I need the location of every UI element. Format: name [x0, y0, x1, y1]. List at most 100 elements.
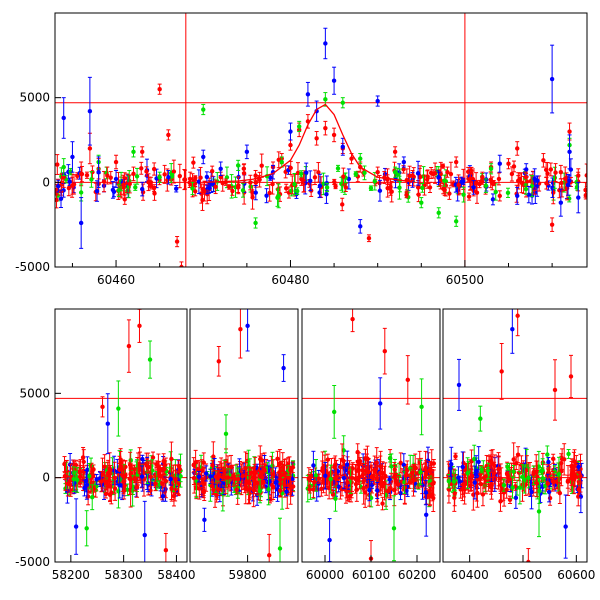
data-point	[357, 474, 362, 480]
data-point	[90, 169, 95, 175]
data-point	[288, 129, 293, 134]
data-point	[270, 181, 275, 187]
x-tick-label: 60500	[446, 273, 484, 287]
data-point	[461, 179, 466, 184]
data-point	[427, 185, 433, 190]
data-point	[199, 191, 204, 196]
data-point	[122, 197, 127, 202]
data-point	[73, 462, 79, 468]
data-point	[576, 195, 581, 200]
data-point	[140, 456, 145, 462]
data-point	[548, 167, 554, 172]
data-point	[191, 475, 197, 481]
data-point	[248, 180, 253, 185]
data-point	[121, 479, 126, 484]
data-point	[161, 458, 166, 464]
data-point	[160, 493, 166, 499]
data-point	[295, 188, 300, 194]
data-point	[153, 481, 158, 486]
data-point	[558, 169, 564, 175]
data-point	[474, 190, 480, 195]
data-point	[532, 176, 537, 182]
data-point	[401, 462, 407, 468]
data-point	[109, 490, 114, 495]
data-point	[323, 473, 328, 478]
data-point	[453, 159, 459, 165]
data-point	[199, 468, 205, 473]
data-point	[404, 192, 409, 198]
data-point	[160, 481, 165, 487]
data-point	[453, 219, 459, 224]
data-point	[292, 181, 297, 187]
data-point	[328, 476, 333, 482]
data-point	[389, 464, 394, 469]
data-point	[349, 156, 354, 161]
data-point	[333, 475, 338, 481]
data-point	[110, 187, 116, 193]
data-point	[196, 474, 202, 479]
data-point	[325, 457, 331, 462]
data-point	[393, 479, 399, 484]
plot-frame	[301, 308, 441, 563]
data-point	[375, 98, 380, 104]
data-point	[358, 156, 363, 161]
data-point	[364, 456, 370, 462]
data-point	[71, 476, 76, 482]
data-point	[96, 169, 101, 175]
data-point	[260, 475, 265, 480]
data-point	[231, 473, 236, 478]
data-point	[166, 132, 171, 138]
data-point	[509, 171, 515, 177]
data-point	[230, 188, 235, 194]
data-point	[70, 183, 75, 188]
data-point	[87, 473, 92, 479]
data-point	[196, 179, 202, 184]
data-point	[169, 456, 174, 462]
data-point	[343, 185, 349, 190]
x-tick-label: 58300	[105, 568, 143, 582]
data-point	[227, 184, 232, 190]
data-point	[213, 184, 218, 190]
data-point	[169, 486, 174, 491]
data-point	[333, 184, 338, 189]
data-point	[430, 481, 435, 487]
data-point	[131, 171, 136, 177]
data-point	[323, 97, 328, 102]
data-point	[403, 473, 409, 478]
data-point	[488, 166, 494, 171]
data-point	[259, 458, 265, 463]
data-point	[576, 173, 581, 178]
data-point	[277, 470, 282, 475]
data-point	[515, 193, 520, 199]
plot-segment	[55, 309, 187, 562]
data-point	[347, 470, 352, 475]
data-point	[436, 210, 441, 216]
data-point	[150, 455, 156, 460]
data-point	[551, 190, 556, 195]
data-point	[288, 142, 293, 148]
data-point	[278, 477, 283, 482]
data-point	[350, 316, 355, 322]
data-point	[157, 175, 162, 180]
data-point	[112, 475, 117, 480]
data-point	[73, 524, 79, 529]
data-point	[276, 193, 281, 199]
data-point	[130, 488, 135, 493]
data-point	[259, 163, 264, 168]
data-point	[308, 178, 313, 183]
data-point	[288, 165, 293, 171]
data-point	[312, 175, 318, 180]
data-point	[309, 473, 314, 478]
data-point	[480, 175, 485, 180]
top-panel: -5000 0 5000 60460 60480 60500	[15, 12, 588, 287]
data-point	[493, 189, 498, 195]
data-point	[333, 462, 338, 467]
data-point	[283, 186, 289, 191]
data-point	[84, 526, 89, 531]
data-point	[68, 169, 73, 174]
data-point	[223, 431, 229, 437]
data-point	[139, 474, 145, 479]
data-point	[200, 480, 206, 486]
data-point	[121, 182, 126, 187]
data-point	[407, 480, 412, 485]
